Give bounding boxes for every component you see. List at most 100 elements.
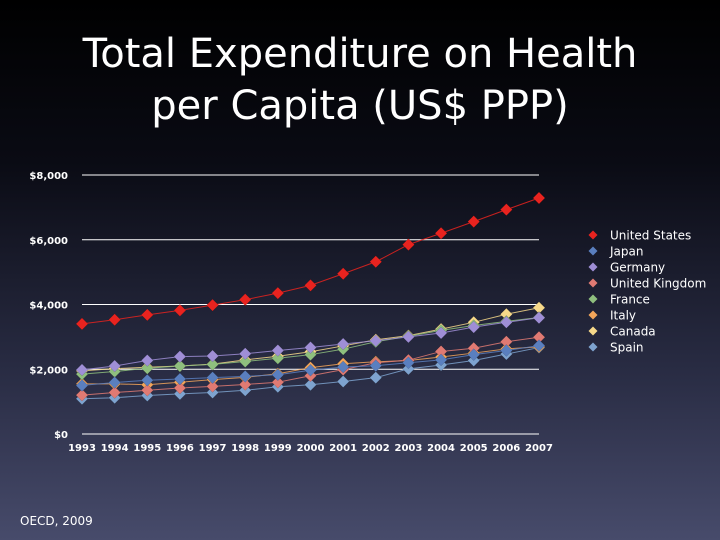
data-point-japan	[467, 348, 481, 362]
data-point-spain	[369, 371, 383, 385]
data-point-japan	[140, 373, 154, 387]
x-tick-label: 2003	[395, 443, 423, 454]
data-point-united-states	[140, 308, 154, 322]
data-point-japan	[173, 372, 187, 386]
legend-marker-spain	[588, 342, 598, 352]
data-point-france	[304, 348, 317, 362]
data-point-united-kingdom	[140, 383, 154, 397]
legend-marker-united-kingdom	[588, 278, 598, 288]
data-point-united-states	[532, 191, 546, 205]
data-point-united-kingdom	[173, 381, 187, 395]
data-point-germany	[402, 330, 415, 344]
data-point-germany	[467, 320, 481, 334]
data-point-united-states	[500, 203, 513, 216]
data-point-united-kingdom	[108, 386, 121, 399]
data-point-germany	[271, 344, 285, 357]
x-tick-label: 1997	[199, 443, 227, 454]
y-tick-label: $6,000	[29, 236, 68, 247]
data-point-germany	[500, 315, 513, 329]
data-point-japan	[500, 344, 513, 357]
data-point-japan	[402, 356, 415, 370]
x-tick-label: 1998	[231, 443, 259, 454]
data-point-japan	[271, 368, 285, 382]
x-tick-label: 2005	[460, 443, 488, 454]
data-point-japan	[304, 363, 317, 377]
data-point-france	[173, 359, 187, 373]
data-point-japan	[206, 371, 219, 385]
y-tick-label: $2,000	[29, 365, 68, 376]
data-point-united-states	[304, 279, 317, 292]
x-tick-label: 1993	[68, 443, 96, 454]
x-tick-label: 2001	[329, 443, 357, 454]
data-point-united-states	[238, 293, 252, 306]
data-point-germany	[140, 354, 154, 367]
data-point-united-states	[369, 255, 383, 269]
y-axis-ticks: $0 $2,000 $4,000 $6,000 $8,000	[29, 171, 68, 441]
x-tick-label: 1996	[166, 443, 194, 454]
data-point-japan	[369, 359, 383, 373]
legend-label-united-states: United States	[610, 229, 691, 243]
data-point-united-states	[336, 267, 350, 281]
data-point-germany	[304, 341, 317, 354]
series-lines	[75, 191, 546, 406]
legend-marker-japan	[588, 246, 598, 256]
legend-label-canada: Canada	[610, 325, 656, 339]
legend-label-italy: Italy	[610, 309, 636, 323]
legend: United States Japan Germany United Kingdom F…	[588, 229, 706, 355]
x-tick-label: 1994	[101, 443, 129, 454]
legend-label-germany: Germany	[610, 261, 665, 275]
data-point-japan	[108, 376, 121, 389]
data-point-united-kingdom	[75, 388, 89, 402]
x-tick-label: 2000	[297, 443, 325, 454]
data-point-united-kingdom	[271, 375, 285, 389]
gridlines	[82, 174, 539, 435]
x-tick-label: 1999	[264, 443, 292, 454]
source-note: OECD, 2009	[20, 514, 93, 528]
data-point-spain	[304, 378, 317, 392]
y-tick-label: $8,000	[29, 171, 68, 182]
slide-title-line1: Total Expenditure on Health	[82, 31, 638, 77]
x-tick-label: 2002	[362, 443, 390, 454]
x-tick-label: 1995	[133, 443, 161, 454]
y-tick-label: $0	[54, 430, 68, 441]
data-point-united-states	[434, 226, 448, 240]
legend-marker-germany	[588, 262, 598, 272]
x-tick-label: 2007	[525, 443, 553, 454]
data-point-japan	[434, 353, 448, 367]
y-tick-label: $4,000	[29, 301, 68, 312]
legend-label-france: France	[610, 293, 650, 307]
series-united-states	[75, 191, 546, 331]
data-point-united-kingdom	[238, 378, 252, 391]
data-point-germany	[336, 337, 350, 351]
data-point-japan	[75, 379, 89, 392]
data-point-united-states	[402, 238, 415, 251]
data-point-germany	[173, 350, 187, 363]
series-line-united-states	[81, 197, 540, 325]
data-point-germany	[206, 349, 219, 363]
legend-label-spain: Spain	[610, 341, 644, 355]
data-point-germany	[238, 347, 252, 361]
data-point-germany	[108, 359, 121, 373]
data-point-france	[206, 358, 219, 371]
legend-marker-canada	[588, 326, 598, 336]
data-point-united-kingdom	[206, 380, 219, 393]
x-tick-label: 2004	[427, 443, 455, 454]
data-point-united-states	[173, 303, 187, 317]
data-point-united-states	[467, 215, 481, 228]
data-point-united-states	[206, 298, 219, 312]
legend-marker-italy	[588, 310, 598, 320]
slide-title-line2: per Capita (US$ PPP)	[151, 83, 569, 129]
x-tick-label: 2006	[492, 443, 520, 454]
data-point-united-states	[271, 286, 285, 300]
data-point-spain	[402, 362, 415, 376]
data-point-germany	[75, 363, 89, 377]
legend-marker-united-states	[588, 230, 598, 240]
legend-marker-france	[588, 294, 598, 304]
data-point-spain	[206, 386, 219, 399]
slide-title: Total Expenditure on Health per Capita (…	[0, 28, 720, 132]
data-point-spain	[336, 375, 350, 388]
series-germany	[75, 311, 546, 377]
data-point-united-states	[75, 317, 89, 331]
data-point-germany	[369, 334, 383, 348]
